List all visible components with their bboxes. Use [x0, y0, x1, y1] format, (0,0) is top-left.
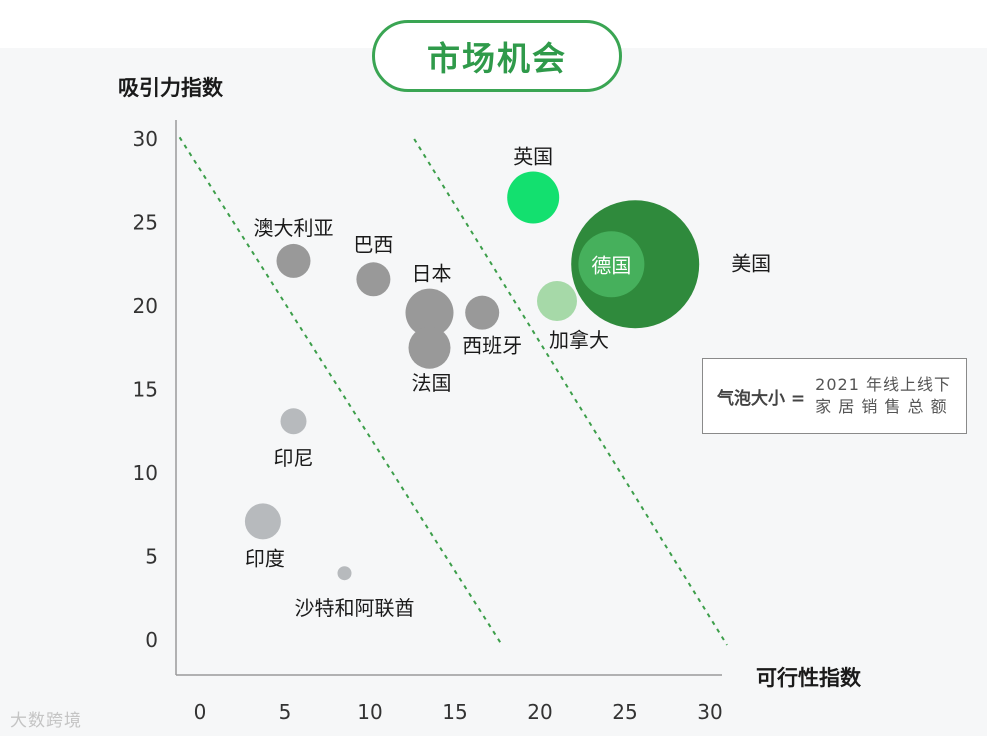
x-tick-label: 30	[697, 700, 722, 724]
legend-description: 2021 年线上线下 家 居 销 售 总 额	[815, 374, 951, 418]
y-tick-label: 30	[133, 127, 158, 151]
x-tick-label: 5	[279, 700, 292, 724]
x-tick-label: 25	[612, 700, 637, 724]
x-tick-label: 0	[194, 700, 207, 724]
legend-key: 气泡大小 =	[717, 388, 806, 409]
y-tick-label: 25	[133, 211, 158, 235]
point-label: 沙特和阿联酋	[295, 596, 415, 620]
point-label: 印尼	[274, 446, 314, 470]
point-label: 法国	[412, 371, 452, 395]
y-tick-label: 0	[145, 628, 158, 652]
bubble	[507, 171, 560, 224]
bubbles	[244, 171, 700, 581]
bubble	[337, 566, 352, 581]
point-label: 英国	[513, 144, 553, 168]
legend-desc-line2: 家 居 销 售 总 额	[815, 397, 948, 416]
bubble	[465, 295, 500, 330]
bubble	[537, 280, 577, 321]
point-label: 日本	[412, 262, 452, 286]
threshold-lines	[178, 136, 728, 646]
y-tick-label: 10	[133, 461, 158, 485]
bubble-size-legend: 气泡大小 = 2021 年线上线下 家 居 销 售 总 额	[702, 358, 967, 434]
point-label: 印度	[245, 546, 285, 570]
bubble	[280, 408, 307, 435]
bubble	[276, 243, 311, 278]
x-tick-label: 10	[357, 700, 382, 724]
bubble	[244, 503, 281, 540]
legend-desc-line1: 2021 年线上线下	[815, 375, 951, 394]
x-tick-label: 15	[442, 700, 467, 724]
y-tick-label: 20	[133, 294, 158, 318]
watermark: 大数跨境	[10, 711, 82, 731]
bubble	[408, 326, 451, 369]
x-tick-label: 20	[527, 700, 552, 724]
y-tick-label: 15	[133, 378, 158, 402]
threshold-line	[413, 138, 728, 646]
bubble	[356, 262, 391, 297]
point-label: 加拿大	[549, 328, 609, 352]
point-label: 西班牙	[462, 334, 522, 358]
bubble	[578, 231, 645, 298]
point-label: 德国	[591, 253, 631, 277]
y-tick-label: 5	[145, 545, 158, 569]
x-axis-label: 可行性指数	[756, 666, 862, 690]
threshold-line	[178, 136, 502, 644]
y-axis-label: 吸引力指数	[118, 76, 224, 100]
chart-title: 市场机会	[372, 20, 622, 92]
point-label: 澳大利亚	[254, 216, 334, 240]
point-label: 巴西	[353, 232, 393, 256]
bubble	[405, 288, 454, 337]
point-label: 美国	[731, 251, 771, 275]
